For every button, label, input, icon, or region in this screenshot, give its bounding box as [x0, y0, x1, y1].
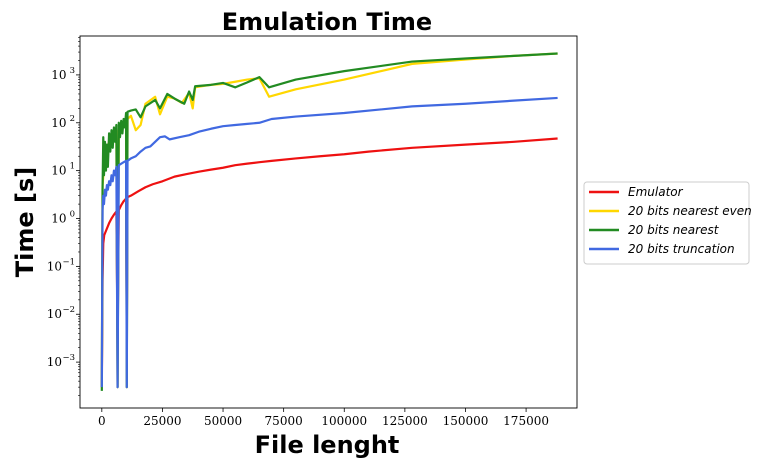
x-tick-label: 125000: [382, 414, 428, 428]
legend-label-1: 20 bits nearest even: [628, 204, 752, 218]
x-tick-label: 25000: [143, 414, 181, 428]
series-line-3: [100, 96, 558, 389]
y-tick-exponent: 1: [70, 162, 75, 172]
x-tick-label: 50000: [204, 414, 242, 428]
x-tick-label: 175000: [503, 414, 549, 428]
y-tick-label: 2 10: [51, 114, 75, 130]
x-axis-label: File lenght: [255, 431, 400, 459]
legend: Emulator 20 bits nearest even 20 bits near…: [583, 181, 752, 265]
y-tick-exponent: −1: [62, 257, 75, 267]
series-line-0: [100, 137, 558, 388]
y-tick-label: 1 10: [51, 162, 75, 178]
y-tick-base: 10: [51, 116, 66, 130]
y-tick-base: 10: [47, 355, 62, 369]
legend-box: [583, 181, 750, 265]
y-tick-base: 10: [47, 307, 62, 321]
legend-label-2: 20 bits nearest: [628, 223, 720, 237]
y-tick-exponent: 2: [70, 114, 75, 124]
y-tick-exponent: −3: [62, 353, 75, 363]
legend-label-0: Emulator: [628, 185, 684, 199]
y-tick-label: 3 10: [51, 66, 75, 82]
legend-entries: Emulator 20 bits nearest even 20 bits near…: [589, 185, 752, 256]
y-tick-exponent: 0: [70, 210, 75, 220]
x-tick-label: 75000: [265, 414, 303, 428]
series-line-2: [100, 52, 558, 391]
x-tick-label: 150000: [443, 414, 489, 428]
plot-area-frame: [79, 35, 578, 409]
x-tick-label: 0: [98, 414, 106, 428]
y-tick-label: −110: [47, 257, 75, 273]
y-tick-label: 0 10: [51, 210, 75, 226]
y-tick-base: 10: [51, 68, 66, 82]
y-tick-label: −310: [47, 353, 75, 369]
legend-label-3: 20 bits truncation: [628, 242, 735, 256]
chart-title: Emulation Time: [222, 8, 432, 36]
y-tick-exponent: −2: [62, 305, 75, 315]
y-tick-label: −210: [47, 305, 75, 321]
y-tick-base: 10: [47, 259, 62, 273]
y-axis-label: Time [s]: [11, 167, 39, 277]
series-layer: [100, 52, 558, 391]
y-tick-base: 10: [51, 212, 66, 226]
y-tick-base: 10: [51, 164, 66, 178]
series-line-1: [100, 52, 558, 389]
y-tick-exponent: 3: [70, 66, 75, 76]
x-tick-label: 100000: [321, 414, 367, 428]
x-axis-ticks: 0 25000 50000 75000 100000 125000 150000 175000: [98, 408, 549, 428]
